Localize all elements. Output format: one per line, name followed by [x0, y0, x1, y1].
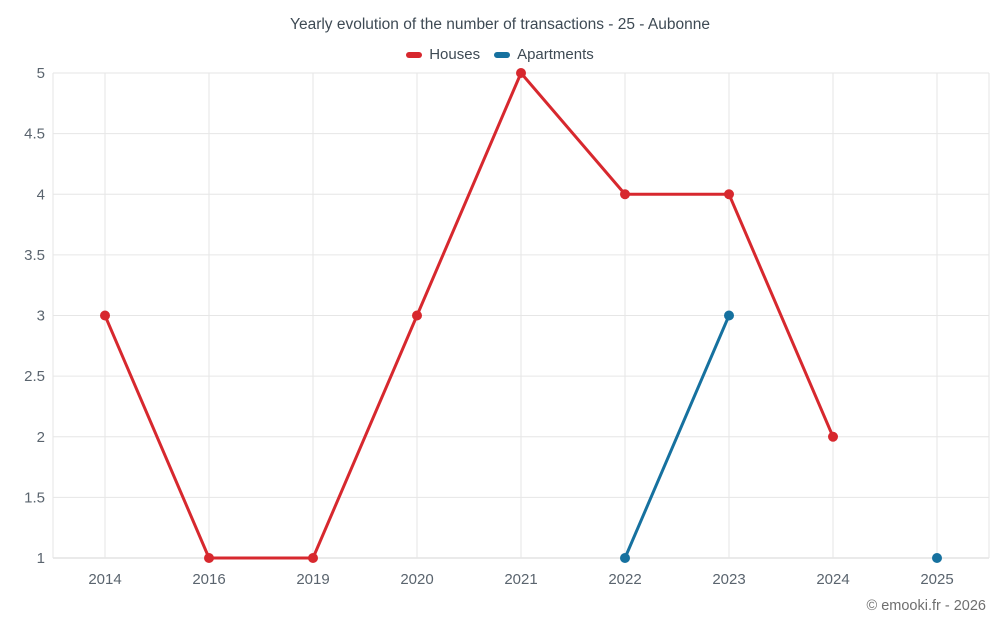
y-axis-label: 2.5: [24, 368, 45, 385]
data-point-houses-2024[interactable]: [828, 431, 838, 442]
legend-item-houses[interactable]: Houses: [406, 46, 480, 63]
y-axis-label: 5: [37, 65, 45, 82]
x-axis-label: 2022: [608, 571, 641, 588]
x-axis-label: 2025: [920, 571, 953, 588]
x-axis-label: 2014: [88, 571, 121, 588]
y-axis-label: 1: [37, 550, 45, 567]
y-axis-label: 2: [37, 429, 45, 446]
chart-title: Yearly evolution of the number of transa…: [290, 16, 710, 33]
x-axis-label: 2020: [400, 571, 433, 588]
data-point-houses-2020[interactable]: [412, 310, 422, 321]
y-axis-label: 3: [37, 308, 45, 325]
legend-marker-houses: [406, 51, 423, 58]
data-point-apartments-2023[interactable]: [724, 310, 734, 321]
data-point-houses-2023[interactable]: [724, 189, 734, 200]
legend-label: Houses: [429, 46, 481, 63]
legend-item-apartments[interactable]: Apartments: [494, 46, 594, 63]
data-point-houses-2019[interactable]: [308, 553, 318, 563]
data-point-houses-2021[interactable]: [516, 68, 526, 78]
data-point-houses-2022[interactable]: [620, 189, 630, 200]
data-point-apartments-2022[interactable]: [620, 553, 630, 563]
data-point-houses-2016[interactable]: [204, 553, 214, 563]
data-point-apartments-2025[interactable]: [932, 553, 942, 563]
x-axis-label: 2019: [296, 571, 329, 588]
x-axis-label: 2021: [504, 571, 537, 588]
y-axis-label: 3.5: [24, 247, 45, 264]
x-axis-label: 2024: [816, 571, 849, 588]
y-axis-label: 4.5: [24, 126, 45, 143]
chart-legend: Houses Apartments: [0, 46, 1000, 63]
y-axis-label: 4: [37, 186, 45, 203]
legend-marker-apartments: [494, 51, 511, 58]
y-axis-label: 1.5: [24, 489, 45, 506]
x-axis-label: 2023: [712, 571, 745, 588]
legend-label: Apartments: [517, 46, 594, 63]
series-line-houses[interactable]: [103, 71, 835, 560]
copyright-credit: © emooki.fr - 2026: [866, 598, 986, 614]
data-point-houses-2014[interactable]: [100, 310, 110, 321]
x-axis-label: 2016: [192, 571, 225, 588]
series-line-apartments[interactable]: [623, 314, 731, 560]
